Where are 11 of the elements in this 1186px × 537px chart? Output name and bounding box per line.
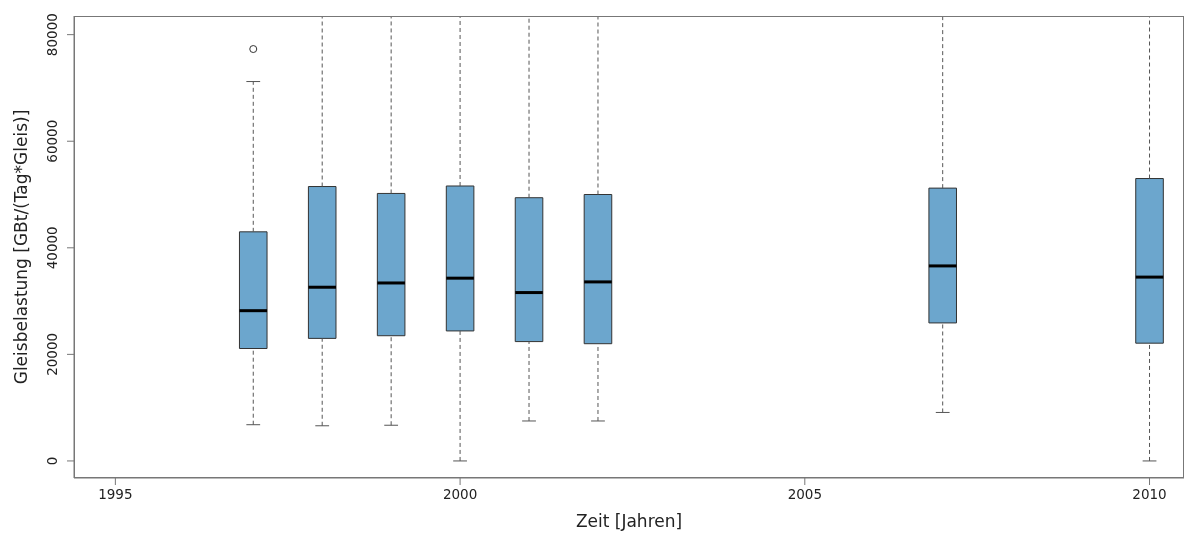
y-tick-label: 40000 (44, 226, 60, 270)
y-tick-label: 0 (44, 456, 60, 466)
x-tick-label: 1995 (98, 486, 133, 502)
x-tick-label: 2000 (442, 486, 478, 502)
x-tick-label: 2010 (1132, 486, 1167, 502)
y-tick-label: 60000 (44, 119, 60, 163)
y-tick-label: 20000 (44, 332, 60, 376)
x-axis-title: Zeit [Jahren] (575, 511, 683, 531)
x-tick-label: 2005 (787, 486, 822, 502)
y-axis-title: Gleisbelastung [GBt/(Tag*Gleis)] (11, 109, 31, 385)
y-tick-label: 80000 (44, 13, 60, 57)
